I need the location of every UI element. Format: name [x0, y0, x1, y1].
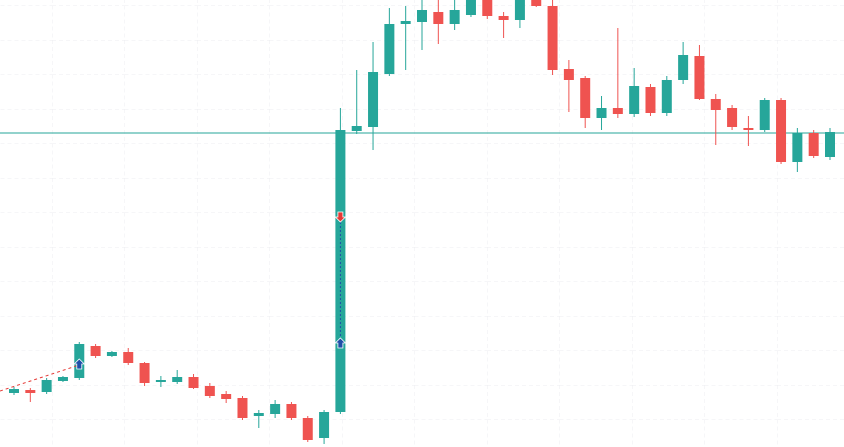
candle-body — [514, 0, 525, 20]
candle-body — [384, 24, 395, 74]
buy-marker — [73, 358, 86, 370]
candle-body — [498, 16, 509, 20]
candle-body — [759, 100, 770, 130]
candle-body — [368, 72, 379, 127]
candle-body — [57, 377, 68, 381]
candle-body — [253, 413, 264, 416]
candle-body — [286, 404, 297, 418]
candle-body — [629, 86, 640, 114]
candle-body — [106, 352, 117, 356]
candle-body — [270, 404, 281, 414]
candle-body — [596, 108, 607, 118]
candle-body — [155, 380, 166, 382]
candle-body — [661, 80, 672, 113]
candle-body — [580, 78, 591, 118]
candle-body — [400, 21, 411, 24]
candle-body — [612, 108, 623, 114]
candle-body — [9, 389, 19, 393]
candle-body — [25, 390, 36, 393]
candle-body — [221, 394, 232, 399]
candle-body — [694, 56, 705, 99]
candle-body — [41, 380, 52, 392]
candle-body — [825, 132, 835, 157]
candle-body — [449, 10, 460, 24]
candle-body — [678, 55, 689, 80]
candle-body — [188, 377, 199, 388]
candle-body — [465, 0, 476, 15]
trade-connector — [0, 364, 80, 392]
candle-body — [139, 363, 150, 383]
candle-body — [204, 386, 215, 396]
candle-body — [563, 69, 574, 80]
candle-body — [743, 128, 754, 130]
candle-body — [90, 346, 101, 356]
candle-body — [482, 0, 493, 16]
candle-body — [547, 6, 558, 70]
candle-body — [319, 412, 330, 438]
buy-marker — [334, 337, 347, 349]
candle-body — [645, 87, 656, 113]
candle-body — [710, 99, 721, 110]
candle-body — [351, 126, 362, 131]
candle-body — [172, 377, 183, 382]
candle-body — [531, 0, 542, 6]
candle-body — [433, 12, 444, 24]
candle-body — [727, 108, 738, 127]
candle-body — [808, 133, 819, 156]
candle-body — [792, 133, 803, 162]
candle-body — [123, 352, 134, 363]
candle-body — [417, 10, 427, 22]
candle-body — [776, 100, 787, 162]
candle-body — [302, 418, 313, 440]
candle-body — [237, 398, 248, 418]
sell-marker — [334, 211, 347, 223]
